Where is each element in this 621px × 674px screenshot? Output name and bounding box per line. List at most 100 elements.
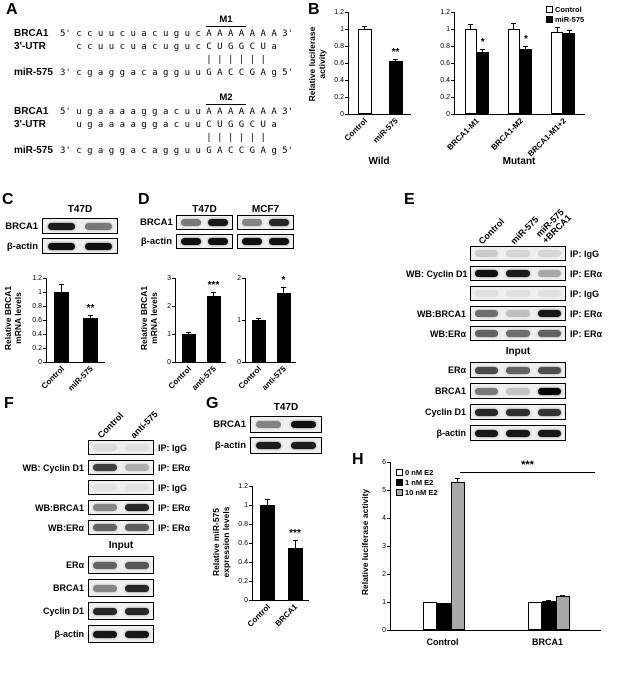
ip-label: IP: IgG bbox=[570, 248, 599, 259]
bar bbox=[464, 24, 477, 114]
error-bar bbox=[264, 499, 270, 506]
luciferase-chart-mutant: 0 0.2 0.4 0.6 0.8 1 1.2 * * BRCA1-M1 BRCA1-M2 BRCA1… bbox=[436, 9, 585, 172]
blot-strip bbox=[88, 556, 154, 574]
bar-group bbox=[551, 27, 576, 114]
y-tick-mark bbox=[387, 461, 390, 463]
y-tick-label: 1 bbox=[167, 330, 171, 338]
y-tick-mark bbox=[345, 45, 348, 47]
legend-swatch bbox=[396, 479, 403, 486]
mrna-chart-t47d: 0 0.2 0.4 0.6 0.8 1 1.2 ** Control miR-575 bbox=[28, 274, 105, 420]
blot-band bbox=[506, 330, 530, 337]
plot-area: ** bbox=[348, 12, 411, 115]
ip-label: IP: ERα bbox=[570, 328, 603, 339]
blot-strip bbox=[88, 480, 154, 495]
blot-lane bbox=[121, 441, 153, 454]
legend-item: 10 nM E2 bbox=[396, 488, 438, 497]
y-tick: 0.2 bbox=[334, 94, 348, 101]
panel-label-g: G bbox=[206, 395, 219, 412]
y-tick-mark bbox=[451, 79, 454, 81]
y-tick-mark bbox=[387, 629, 390, 631]
panel-label-e: E bbox=[404, 191, 415, 208]
x-axis-labels: Control BRCA1 bbox=[390, 630, 600, 672]
blot-band bbox=[475, 330, 499, 337]
y-tick-label: 1 bbox=[382, 598, 386, 606]
blot-strip bbox=[470, 425, 566, 441]
y-tick-mark bbox=[249, 599, 252, 601]
blot-lane bbox=[121, 626, 153, 642]
y-tick: 1 bbox=[237, 317, 245, 324]
y-tick: 0.6 bbox=[440, 60, 454, 67]
y-tick-mark bbox=[387, 573, 390, 575]
y-tick-label: 2 bbox=[382, 570, 386, 578]
sequence-row-label: 3'-UTR bbox=[14, 41, 46, 52]
blot-strip bbox=[470, 306, 566, 321]
y-tick-label: 0.2 bbox=[32, 344, 42, 352]
blot-row: BRCA1 bbox=[140, 215, 298, 230]
blot-lane bbox=[471, 267, 502, 280]
blot-strip bbox=[88, 520, 154, 535]
bar: ** bbox=[388, 47, 403, 114]
x-axis-labels: BRCA1-M1 BRCA1-M2 BRCA1-M1+2 bbox=[446, 114, 584, 158]
blot-band bbox=[93, 561, 117, 569]
blot-band bbox=[47, 222, 76, 230]
y-tick-label: 1.2 bbox=[32, 274, 42, 282]
y-tick-mark bbox=[345, 113, 348, 115]
blot-band bbox=[125, 444, 149, 451]
y-axis-label: Relative luciferase activity bbox=[360, 488, 371, 596]
x-tick-label: miR-575 bbox=[66, 364, 96, 393]
error-bar bbox=[554, 27, 560, 33]
legend-label: 0 nM E2 bbox=[405, 468, 434, 477]
y-tick-label: 1 bbox=[340, 25, 344, 33]
mutation-mark-line: M1 bbox=[14, 14, 293, 27]
y-tick-label: 5 bbox=[382, 486, 386, 494]
blot-row: WB:ERα IP: ERα bbox=[6, 520, 190, 535]
blot-band bbox=[506, 250, 530, 257]
y-tick-label: 0.2 bbox=[440, 93, 450, 101]
blot-row: β-actin bbox=[6, 625, 190, 643]
blot-band bbox=[93, 584, 117, 592]
error-bar bbox=[256, 317, 261, 321]
ip-label: IP: IgG bbox=[158, 482, 187, 493]
lane-header: miR-575 +BRCA1 bbox=[534, 207, 574, 246]
blot-lane bbox=[471, 247, 502, 260]
x-tick-label: Control bbox=[245, 602, 272, 629]
lane-headers: Control anti-575 bbox=[88, 400, 159, 440]
y-tick-label: 0.8 bbox=[238, 520, 248, 528]
blot-band bbox=[475, 366, 499, 374]
y-tick-mark bbox=[249, 561, 252, 563]
y-tick-mark bbox=[43, 291, 46, 293]
y-tick: 4 bbox=[382, 515, 390, 522]
sequence-row-label: 3'-UTR bbox=[14, 119, 46, 130]
x-tick-label: Control bbox=[166, 364, 194, 391]
blot-row: β-actin bbox=[4, 238, 118, 254]
blot-strip bbox=[42, 238, 118, 254]
y-tick: 0.4 bbox=[334, 77, 348, 84]
y-tick-label: 0.4 bbox=[440, 76, 450, 84]
bar-group bbox=[259, 499, 275, 600]
sequence-line: miR-575 3' c g a g g a c a g g u u G A C … bbox=[14, 144, 293, 157]
error-bar bbox=[566, 30, 572, 35]
blot-lane bbox=[534, 426, 565, 440]
blot-row: BRCA1 bbox=[406, 383, 602, 399]
x-tick-label: anti-575 bbox=[260, 364, 289, 393]
sequence-row-label: BRCA1 bbox=[14, 106, 49, 117]
input-heading: Input bbox=[505, 346, 531, 357]
error-bar bbox=[560, 595, 565, 598]
legend-item: 1 nM E2 bbox=[396, 478, 438, 487]
blot-strip bbox=[176, 234, 233, 249]
sequence-text: c c u u c u a c u g u c C U G G C U a bbox=[60, 41, 277, 52]
error-bar bbox=[427, 601, 432, 603]
blot-row: BRCA1 bbox=[6, 579, 190, 597]
y-tick-mark bbox=[249, 485, 252, 487]
bar-group bbox=[357, 25, 372, 114]
blot-lane bbox=[502, 267, 533, 280]
mrna-chart-mcf7-anti: 0 1 2 * Control anti-575 bbox=[233, 275, 296, 420]
blot-strip bbox=[88, 500, 154, 515]
y-tick-label: 0 bbox=[340, 110, 344, 118]
y-tick-mark bbox=[43, 347, 46, 349]
y-tick: 0.6 bbox=[238, 540, 252, 547]
blot-lane bbox=[238, 216, 266, 229]
significance-marker: * bbox=[524, 34, 528, 46]
y-tick-mark bbox=[387, 517, 390, 519]
error-bar bbox=[546, 600, 551, 602]
